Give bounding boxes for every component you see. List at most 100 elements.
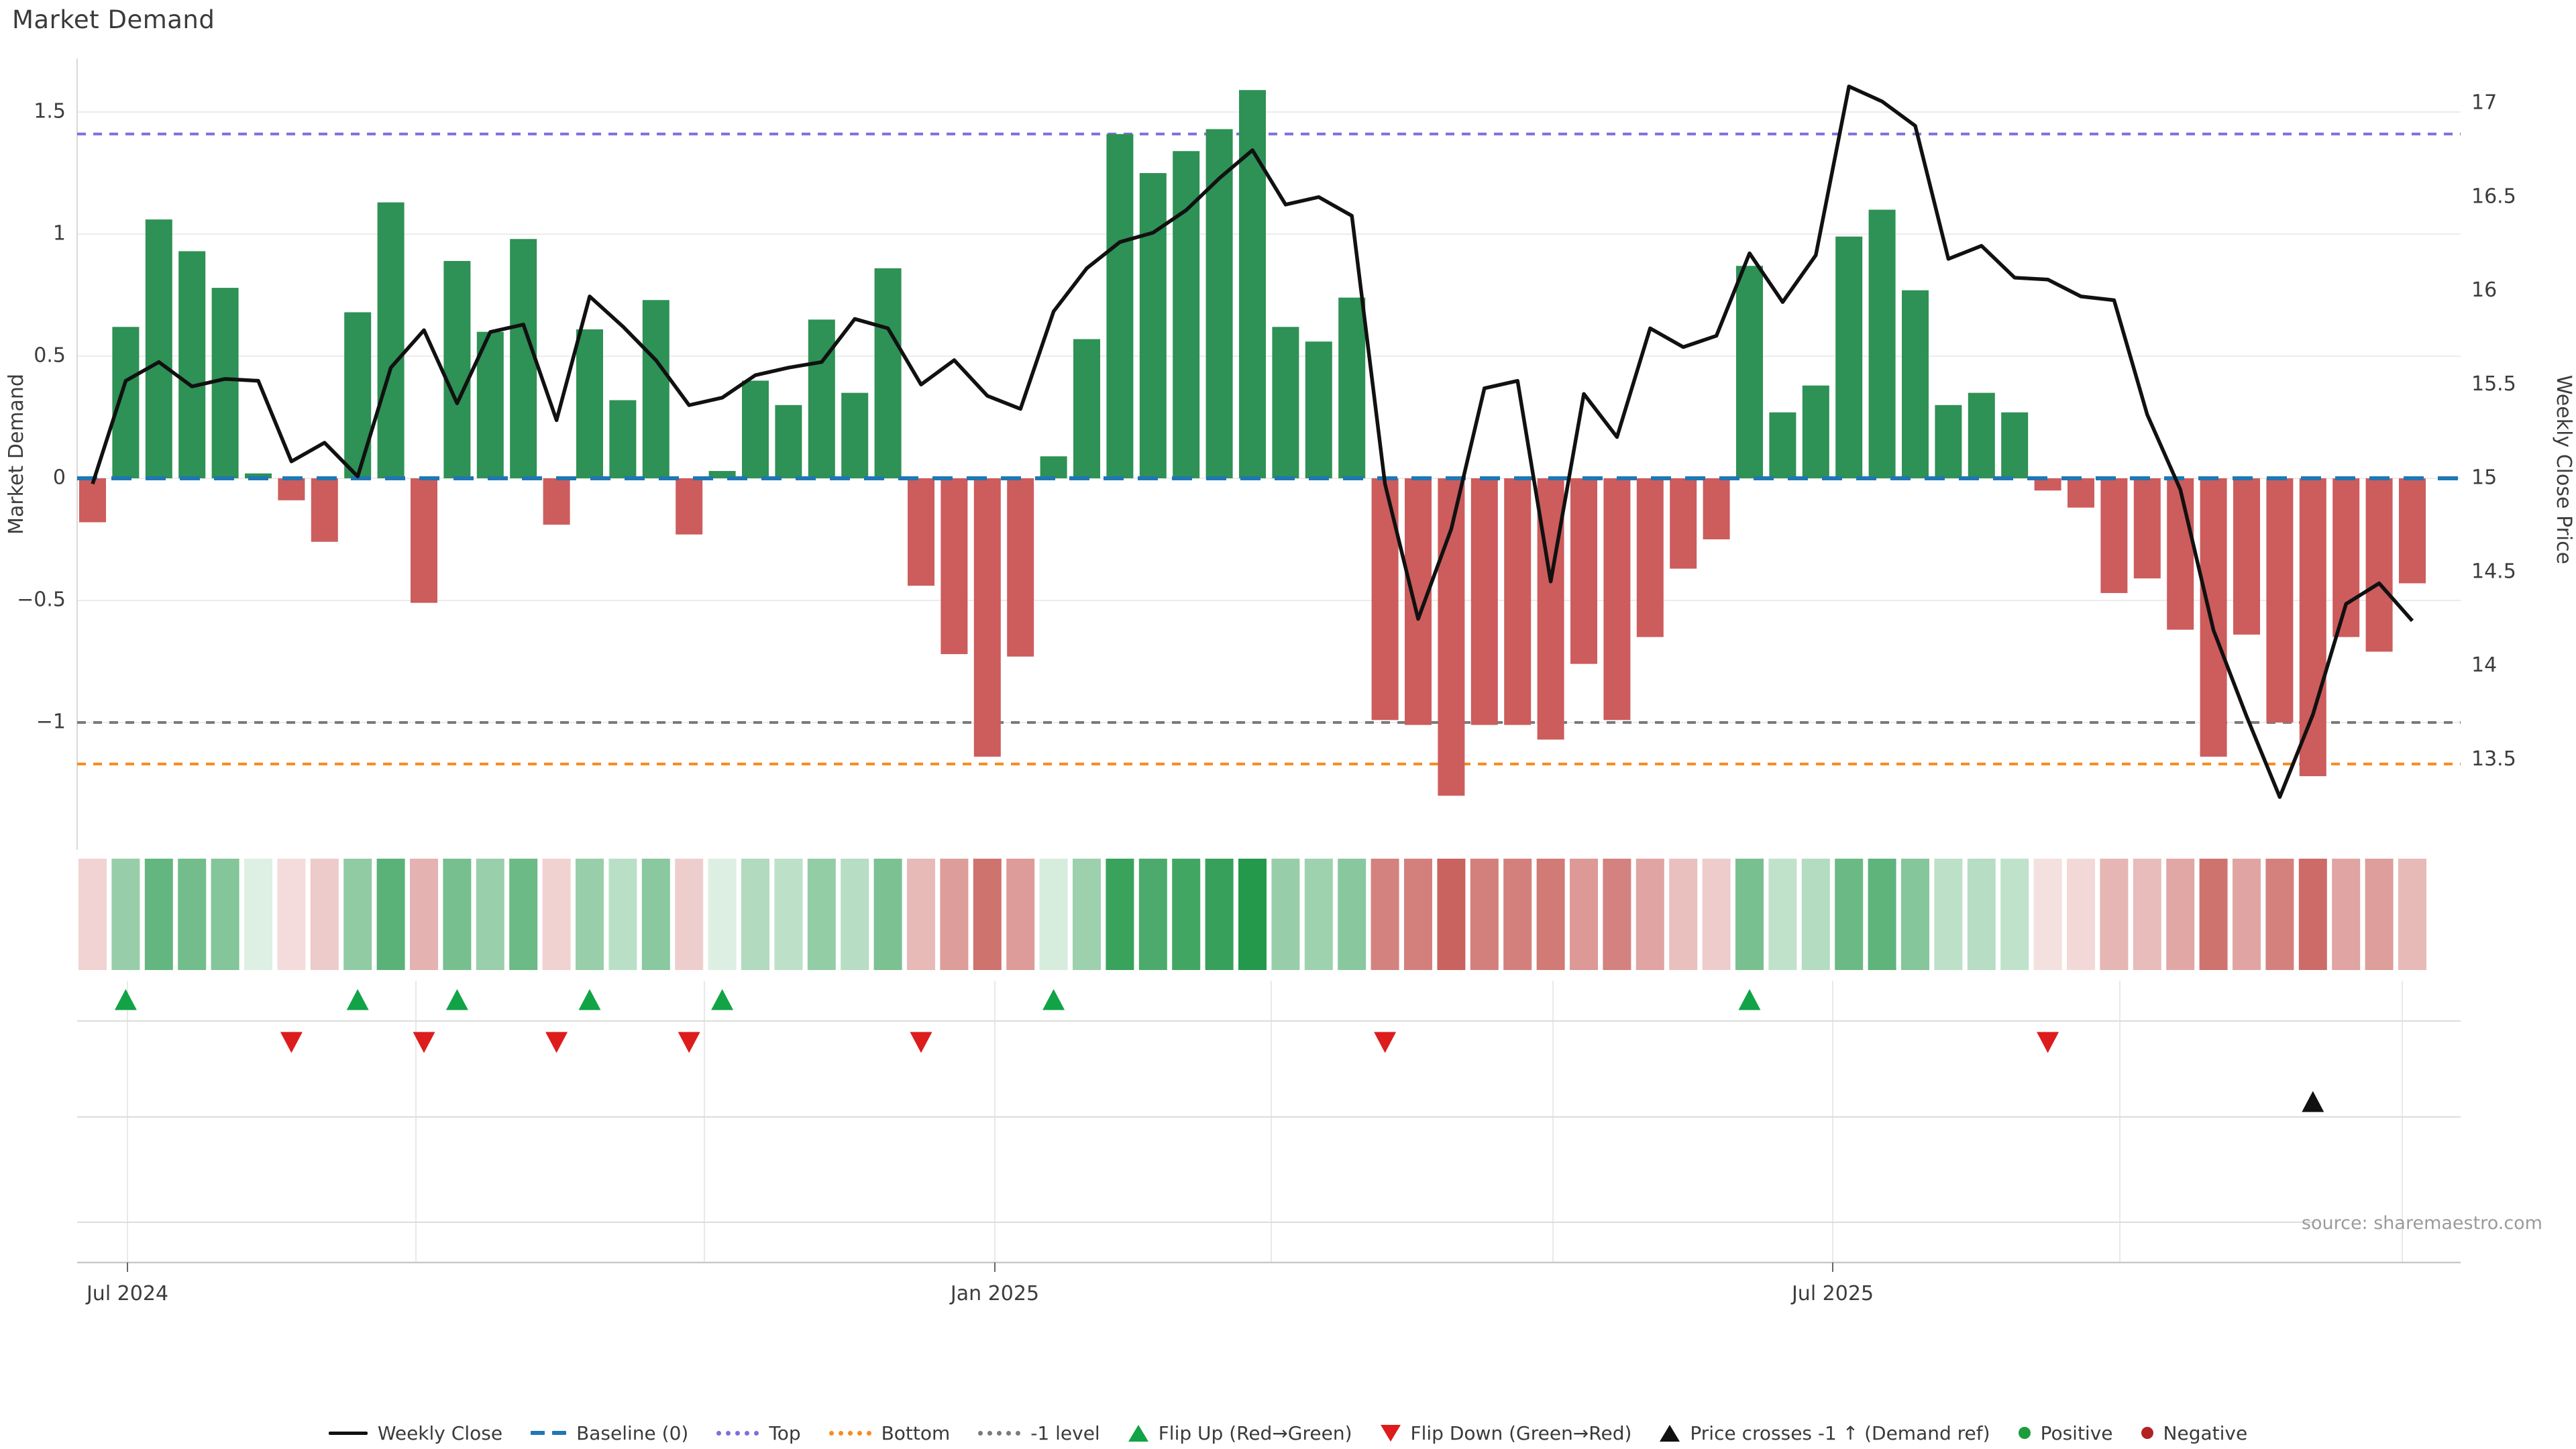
triangle-marker [578,989,601,1010]
legend-item-positive: Positive [2018,1422,2113,1444]
demand-bar [1040,456,1067,478]
legend-item-negative: Negative [2141,1422,2247,1444]
demand-bar [676,478,703,535]
demand-bar [1736,266,1763,478]
demand-bar [1802,385,1829,478]
heatmap-cell [576,859,604,970]
demand-bar [1504,478,1532,725]
heatmap-cell [542,859,571,970]
demand-bar [1405,478,1432,725]
right-tick-label: 17 [2471,91,2497,115]
marker-panel-gridlines [77,981,2461,1263]
demand-bar [2266,478,2294,722]
combo-chart-canvas: 1.5 1 0.5 0 −0.5 −1 17 16.5 16 15.5 15 14.5 14 13.5 Ma… [5,58,2575,1305]
dashed-line-swatch-icon [531,1431,567,1435]
heatmap-cell [741,859,769,970]
demand-bar [775,405,802,478]
heatmap-cell [2000,859,2029,970]
demand-bar [411,478,437,603]
legend-item-flip-down-green-red: Flip Down (Green→Red) [1380,1421,1632,1444]
demand-bar [908,478,934,586]
demand-bar [2034,478,2061,491]
legend-label: Price crosses -1 ↑ (Demand ref) [1690,1421,1990,1444]
demand-bar [2001,412,2029,478]
heatmap-cell [2332,859,2361,970]
dotted-line-swatch-icon [978,1430,1021,1436]
demand-bar [2332,478,2360,637]
flip-down-markers [280,1032,2059,1053]
heatmap-cell [641,859,670,970]
demand-bar [311,478,338,542]
right-tick-label: 14.5 [2471,559,2516,583]
demand-bar [2399,478,2426,584]
triangle-marker [346,989,369,1010]
heatmap-cell [476,859,504,970]
legend-item-price-crosses-1-demand-ref: Price crosses -1 ↑ (Demand ref) [1660,1422,1990,1444]
demand-bar [2365,478,2393,652]
right-tick-label: 16 [2471,278,2497,302]
heatmap-cell [1304,859,1333,970]
left-axis-tick-labels: 1.5 1 0.5 0 −0.5 −1 [17,100,66,734]
heatmap-cell [2166,859,2195,970]
dotted-line-swatch-icon [828,1430,871,1436]
legend-label: Flip Up (Red→Green) [1158,1421,1352,1444]
heatmap-cell [1437,859,1466,970]
demand-bar [2133,478,2161,579]
heatmap-cell [2199,859,2228,970]
demand-bar [344,312,372,478]
heatmap-cell [2033,859,2062,970]
heatmap-cell [410,859,438,970]
heatmap-cell [1470,859,1499,970]
heatmap-cell [277,859,306,970]
heatmap-cell [2265,859,2294,970]
demand-bar [2100,478,2128,594]
heatmap-cell [1702,859,1731,970]
left-tick-label: 0 [53,466,66,490]
heatmap-cell [1868,859,1896,970]
heatmap-cell [1768,859,1797,970]
legend-label: Flip Down (Green→Red) [1410,1421,1632,1444]
demand-bar [543,478,570,525]
legend-item-flip-up-red-green: Flip Up (Red→Green) [1128,1422,1352,1444]
right-tick-label: 15 [2471,466,2497,490]
demand-bar [2233,478,2260,635]
x-axis-ticks: Jul 2024 Jan 2025 Jul 2025 [85,1263,1874,1305]
legend-item-top: Top [716,1422,801,1444]
demand-bar [1769,412,1796,478]
heatmap-cell [873,859,902,970]
heatmap-cell [1006,859,1035,970]
heatmap-cell [1338,859,1366,970]
demand-gridlines [77,111,2461,723]
heatmap-cell [1073,859,1101,970]
triangle-marker [445,989,468,1010]
triangle-marker [2302,1091,2324,1112]
heatmap-cell [443,859,472,970]
demand-bar [941,478,968,655]
legend-item-1-level: -1 level [978,1421,1100,1444]
demand-bar [2167,478,2194,630]
heatmap-cell [774,859,803,970]
demand-bar [377,202,405,478]
demand-bar [1935,405,1962,478]
demand-bar [1338,297,1366,478]
demand-bar [1968,392,1995,478]
demand-heatmap-strip [78,859,2426,970]
demand-bar [476,331,504,478]
heatmap-cell [310,859,339,970]
legend-item-weekly-close: Weekly Close [328,1422,502,1444]
heatmap-cell [1603,859,1631,970]
demand-bar [708,471,736,478]
demand-bar [2068,478,2094,508]
demand-bar [1670,478,1697,569]
demand-bar [1703,478,1730,539]
demand-bar [211,288,239,478]
demand-bar [742,380,769,478]
source-note: source: sharemaestro.com [2302,1213,2542,1234]
legend-label: -1 level [1030,1421,1100,1444]
heatmap-cell [675,859,704,970]
left-tick-label: 1 [53,222,66,246]
triangle-up-icon [1660,1424,1680,1442]
heatmap-cell [244,859,272,970]
circle-icon [2141,1427,2153,1439]
demand-bar [874,268,902,478]
